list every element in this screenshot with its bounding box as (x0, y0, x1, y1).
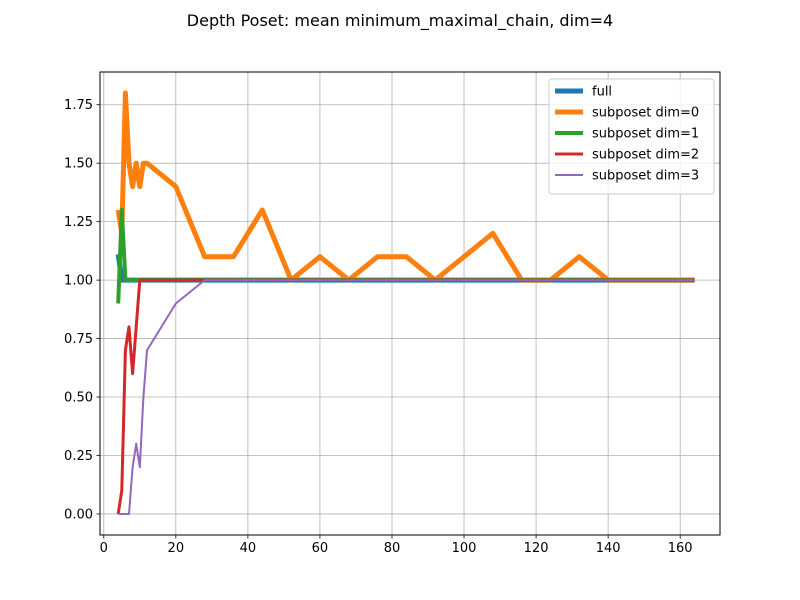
axes-ticks: 0 20 40 60 80 100 120 140 160 0.00 0.25 0.50 0.75 1.0… (64, 98, 693, 556)
x-tick-label: 20 (168, 541, 185, 556)
x-tick-label: 0 (100, 541, 108, 556)
x-tick-label: 100 (452, 541, 477, 556)
y-tick-label: 1.25 (64, 215, 93, 230)
y-tick-label: 1.00 (64, 274, 93, 289)
x-tick-label: 80 (384, 541, 401, 556)
legend-label: subposet dim=1 (592, 127, 699, 142)
series-lines (115, 90, 695, 515)
legend-label: subposet dim=2 (592, 148, 699, 163)
legend-label: subposet dim=3 (592, 169, 699, 184)
x-tick-label: 40 (240, 541, 257, 556)
y-tick-label: 0.50 (64, 391, 93, 406)
legend: full subposet dim=0 subposet dim=1 subposet… (548, 78, 715, 195)
series-line-subposet-dim-3 (118, 279, 695, 515)
y-tick-label: 0.25 (64, 449, 93, 464)
plot-area-frame (99, 71, 721, 536)
legend-label: subposet dim=0 (592, 106, 699, 121)
y-tick-label: 0.75 (64, 332, 93, 347)
y-tick-label: 0.00 (64, 507, 93, 522)
chart-title: Depth Poset: mean minimum_maximal_chain,… (187, 11, 613, 31)
legend-box (548, 78, 715, 195)
legend-label: full (592, 85, 612, 100)
y-tick-label: 1.75 (64, 98, 93, 113)
x-tick-label: 160 (668, 541, 693, 556)
x-tick-label: 120 (524, 541, 549, 556)
y-tick-label: 1.50 (64, 157, 93, 172)
x-tick-label: 140 (596, 541, 621, 556)
x-tick-label: 60 (312, 541, 329, 556)
series-line-subposet-dim-0 (115, 90, 695, 283)
